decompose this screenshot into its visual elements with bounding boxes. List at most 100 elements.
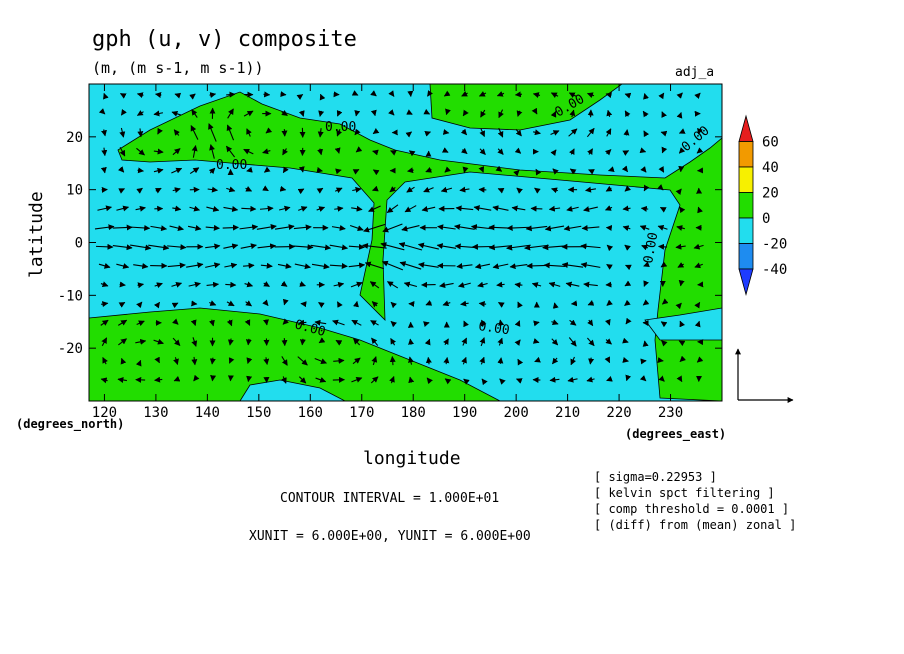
colorbar-label: -40 [762, 262, 787, 278]
wind-vector [443, 90, 451, 97]
wind-vector [604, 356, 611, 364]
wind-vector [586, 127, 595, 138]
x-tick-label: 210 [555, 405, 580, 421]
y-tick-label: 0 [75, 236, 83, 252]
wind-vector [660, 321, 668, 328]
wind-vector [425, 356, 432, 365]
wind-vector [606, 375, 613, 382]
wind-vector [621, 165, 629, 173]
wind-vector [442, 300, 451, 307]
wind-vector [532, 338, 540, 344]
wind-vector [222, 224, 239, 231]
wind-vector [299, 338, 306, 346]
contour-label-1: 0.00 [325, 120, 356, 135]
wind-vector [390, 150, 397, 156]
wind-vector [390, 301, 398, 309]
wind-vector [100, 377, 108, 384]
x-unit-label: (degrees_east) [625, 427, 726, 442]
wind-vector [427, 90, 434, 97]
wind-vector [462, 166, 469, 174]
wind-vector [263, 166, 271, 173]
wind-vector [587, 319, 594, 327]
wind-vector [350, 281, 363, 288]
x-tick-label: 140 [195, 405, 220, 421]
wind-vector [497, 127, 504, 138]
wind-vector [406, 186, 415, 193]
note-filtering: [ kelvin spct filtering ] [594, 486, 775, 500]
wind-vector [694, 320, 701, 328]
wind-vector [101, 301, 109, 308]
wind-vector [282, 318, 289, 325]
wind-vector [240, 243, 257, 250]
wind-vector [241, 205, 257, 212]
x-tick-label: 200 [503, 405, 528, 421]
wind-vector [209, 319, 215, 327]
wind-vector [363, 223, 386, 233]
wind-vector [98, 108, 106, 115]
wind-vector [526, 262, 547, 269]
colorbar-label: 60 [762, 135, 779, 151]
wind-vector [418, 262, 439, 268]
y-tick-label: 20 [66, 130, 83, 146]
x-axis-label: longitude [363, 448, 461, 469]
wind-vector [314, 358, 327, 364]
x-tick-label: 160 [298, 405, 323, 421]
wind-vector [97, 205, 112, 212]
wind-vector [120, 108, 127, 116]
wind-vector [335, 168, 342, 175]
x-tick-label: 120 [92, 405, 117, 421]
wind-vector [445, 108, 451, 116]
wind-vector [661, 111, 667, 118]
wind-vector [405, 131, 413, 138]
wind-vector [298, 206, 308, 212]
wind-vector [460, 128, 468, 136]
wind-vector [639, 225, 650, 231]
wind-vector [364, 261, 385, 270]
wind-vector [189, 205, 201, 212]
wind-vector [96, 243, 114, 250]
wind-vector [355, 146, 363, 153]
wind-vector [625, 264, 632, 271]
wind-vector [317, 128, 324, 138]
wind-vector [136, 110, 144, 116]
wind-vector [479, 356, 485, 365]
wind-vector [311, 263, 330, 270]
wind-vector [169, 225, 184, 232]
wind-vector [697, 127, 703, 135]
wind-vector [372, 128, 380, 135]
wind-vector [531, 282, 542, 288]
wind-vector [639, 375, 647, 382]
wind-vector [568, 337, 577, 347]
wind-vector [552, 168, 559, 175]
wind-vector [239, 224, 259, 231]
wind-vector [316, 187, 324, 194]
wind-vector [550, 110, 557, 118]
wind-vector [624, 244, 631, 251]
wind-vector [463, 320, 469, 328]
wind-vector [563, 225, 582, 232]
colorbar-label: 20 [762, 186, 779, 202]
wind-vector [135, 205, 146, 212]
wind-vector [569, 109, 576, 118]
wind-vector [425, 300, 433, 306]
wind-vector [349, 224, 364, 232]
wind-vector [417, 242, 439, 250]
wind-vector [424, 338, 431, 346]
wind-vector [423, 186, 434, 193]
wind-vector [332, 319, 345, 326]
wind-vector [371, 337, 379, 346]
wind-vector [298, 110, 305, 117]
colorbar-label: 40 [762, 160, 779, 176]
wind-vector [335, 339, 343, 346]
wind-vector [498, 319, 505, 326]
wind-vector [370, 376, 379, 384]
wind-vector [678, 128, 686, 134]
wind-vector [244, 319, 251, 326]
wind-vector [353, 300, 359, 308]
wind-vector [318, 110, 325, 117]
wind-vector [209, 92, 217, 98]
wind-vector [135, 338, 147, 345]
wind-vector [205, 243, 221, 250]
wind-vector [657, 184, 664, 191]
wind-vector [263, 319, 269, 326]
